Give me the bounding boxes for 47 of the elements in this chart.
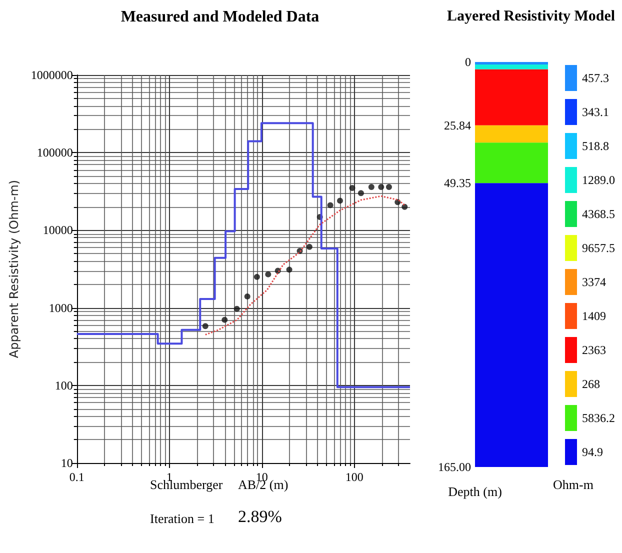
bar	[475, 142, 548, 184]
legend-label: 268	[582, 377, 600, 391]
legend-label: 457.3	[582, 71, 609, 85]
y-tick-label: 1000000	[30, 68, 73, 82]
y-tick-label: 10	[60, 456, 73, 470]
legend-label: 2363	[582, 343, 606, 357]
chart-title: Layered Resistivity Model	[446, 8, 616, 24]
legend-label: 4368.5	[582, 207, 615, 221]
bar	[475, 69, 548, 126]
legend-title: Ohm-m	[553, 477, 594, 492]
x-tick-label: 100	[345, 470, 364, 484]
y-tick-label: 0	[465, 55, 471, 69]
point	[244, 293, 250, 300]
bar	[475, 64, 548, 70]
y-tick-label: 1000	[48, 300, 73, 315]
point	[327, 202, 334, 208]
legend-label: 343.1	[582, 105, 609, 119]
y-tick-label: 100000	[36, 146, 73, 160]
point	[306, 244, 312, 250]
legend-label: 518.8	[582, 139, 609, 153]
point	[378, 184, 384, 190]
y-axis-title: Depth (m)	[448, 484, 502, 499]
point	[368, 184, 374, 190]
y-tick-label: 49.35	[444, 176, 471, 190]
legend-label: 1409	[582, 309, 606, 323]
text: Iteration = 1	[150, 511, 214, 526]
y-tick-label: 10000	[42, 223, 73, 238]
legend-label: 3374	[582, 275, 606, 289]
legend-label: 1289.0	[582, 173, 615, 187]
legend-label: 9657.5	[582, 241, 615, 255]
y-tick-label: 100	[54, 378, 73, 392]
y-axis-title: Apparent Resistivity (Ohm-m)	[7, 180, 21, 358]
point	[286, 266, 292, 273]
point	[265, 271, 272, 278]
point	[254, 274, 260, 280]
chart-title: Measured and Modeled Data	[120, 8, 320, 26]
bar	[475, 125, 548, 143]
bar	[475, 183, 548, 467]
y-tick-label: 25.84	[444, 118, 471, 132]
legend-label: 94.9	[582, 445, 603, 459]
point	[358, 190, 364, 196]
y-tick-label: 165.00	[438, 460, 471, 474]
point	[234, 306, 240, 312]
legend-label: 5836.2	[582, 411, 615, 425]
text: 2.89%	[238, 507, 282, 526]
point	[337, 198, 343, 204]
x-tick-label: 0.1	[69, 470, 84, 484]
